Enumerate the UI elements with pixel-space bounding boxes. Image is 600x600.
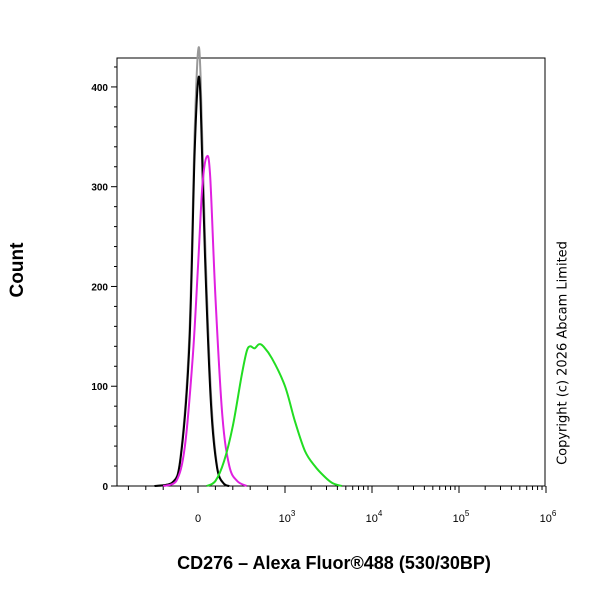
y-tick-label: 0 — [102, 482, 108, 493]
x-tick-label: 103 — [279, 509, 296, 525]
x-tick-label: 106 — [540, 509, 557, 525]
y-tick-label: 400 — [91, 83, 108, 94]
copyright-text: Copyright (c) 2026 Abcam Limited — [555, 241, 571, 465]
y-tick-label: 300 — [91, 183, 108, 194]
x-tick-label: 105 — [453, 509, 470, 525]
black-histogram-line — [154, 75, 230, 487]
magenta-histogram-line — [162, 154, 248, 487]
y-tick-label: 100 — [91, 382, 108, 393]
x-axis-label: CD276 – Alexa Fluor®488 (530/30BP) — [177, 553, 491, 573]
plot-frame — [116, 57, 546, 487]
y-tick-label: 200 — [91, 282, 108, 293]
green-histogram-line — [206, 343, 343, 487]
y-axis-label: Count — [7, 242, 28, 298]
x-tick-label: 104 — [366, 509, 383, 525]
x-tick-label: 0 — [195, 513, 201, 525]
